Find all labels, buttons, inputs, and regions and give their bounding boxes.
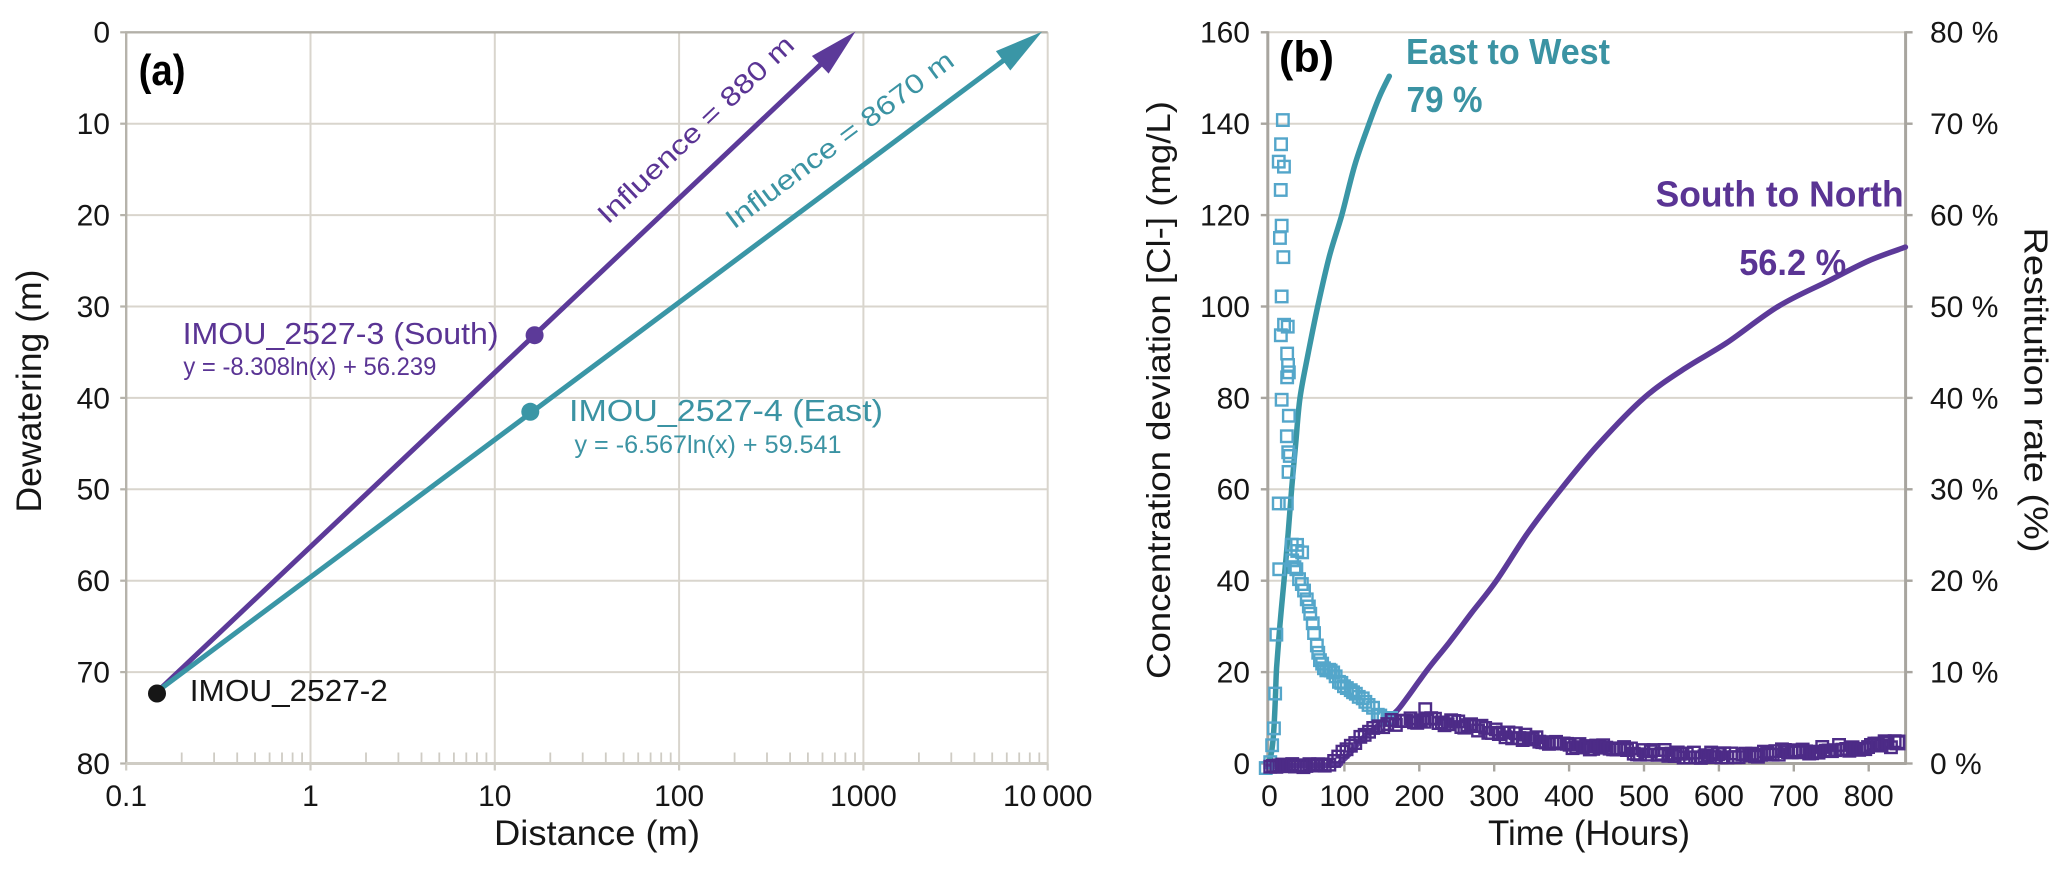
- svg-text:500: 500: [1619, 780, 1669, 813]
- svg-text:1: 1: [302, 780, 319, 813]
- svg-text:100: 100: [654, 780, 704, 813]
- svg-text:Concentration deviation [Cl-]: Concentration deviation [Cl-] (mg/L): [1140, 101, 1177, 679]
- svg-text:1000: 1000: [830, 780, 897, 813]
- svg-text:0: 0: [93, 17, 110, 50]
- svg-text:10: 10: [478, 780, 511, 813]
- svg-text:South to North: South to North: [1656, 174, 1904, 215]
- svg-text:0: 0: [1233, 748, 1250, 781]
- svg-text:y = -8.308ln(x) + 56.239: y = -8.308ln(x) + 56.239: [183, 353, 436, 381]
- svg-text:40 %: 40 %: [1930, 382, 1998, 415]
- svg-text:80 %: 80 %: [1930, 17, 1998, 50]
- svg-text:80: 80: [1217, 382, 1250, 415]
- svg-text:30: 30: [77, 291, 110, 324]
- svg-text:30 %: 30 %: [1930, 474, 1998, 507]
- svg-text:40: 40: [77, 382, 110, 415]
- svg-text:0.1: 0.1: [105, 780, 147, 813]
- svg-text:IMOU_2527-3 (South): IMOU_2527-3 (South): [183, 316, 499, 351]
- svg-text:50 %: 50 %: [1930, 291, 1998, 324]
- svg-text:70: 70: [77, 657, 110, 690]
- svg-text:200: 200: [1394, 780, 1444, 813]
- svg-text:East to West: East to West: [1406, 31, 1610, 72]
- svg-text:700: 700: [1769, 780, 1819, 813]
- svg-text:100: 100: [1200, 291, 1250, 324]
- svg-text:20: 20: [1217, 657, 1250, 690]
- svg-text:79 %: 79 %: [1407, 79, 1483, 120]
- svg-text:20: 20: [77, 200, 110, 233]
- svg-text:y = -6.567ln(x) + 59.541: y = -6.567ln(x) + 59.541: [575, 431, 842, 459]
- svg-text:Time (Hours): Time (Hours): [1488, 814, 1690, 853]
- svg-text:400: 400: [1544, 780, 1594, 813]
- svg-text:50: 50: [77, 474, 110, 507]
- svg-text:(a): (a): [139, 46, 186, 95]
- svg-text:40: 40: [1217, 565, 1250, 598]
- svg-text:120: 120: [1200, 200, 1250, 233]
- svg-text:600: 600: [1694, 780, 1744, 813]
- svg-text:60: 60: [1217, 474, 1250, 507]
- svg-text:10 000: 10 000: [1003, 780, 1092, 813]
- svg-text:60 %: 60 %: [1930, 200, 1998, 233]
- svg-text:20 %: 20 %: [1930, 565, 1998, 598]
- svg-text:10 %: 10 %: [1930, 657, 1998, 690]
- svg-text:0: 0: [1261, 780, 1278, 813]
- svg-text:IMOU_2527-4 (East): IMOU_2527-4 (East): [569, 393, 883, 428]
- svg-text:100: 100: [1319, 780, 1369, 813]
- svg-text:800: 800: [1844, 780, 1894, 813]
- svg-text:(b): (b): [1279, 33, 1334, 82]
- svg-text:IMOU_2527-2: IMOU_2527-2: [190, 673, 388, 708]
- svg-text:56.2 %: 56.2 %: [1739, 242, 1846, 283]
- svg-text:60: 60: [77, 565, 110, 598]
- svg-text:160: 160: [1200, 17, 1250, 50]
- svg-text:Dewatering (m): Dewatering (m): [10, 270, 49, 513]
- svg-text:0 %: 0 %: [1930, 748, 1982, 781]
- svg-text:70 %: 70 %: [1930, 108, 1998, 141]
- svg-text:300: 300: [1469, 780, 1519, 813]
- svg-text:140: 140: [1200, 108, 1250, 141]
- svg-text:Restitution rate (%): Restitution rate (%): [2018, 228, 2055, 553]
- svg-text:Distance (m): Distance (m): [494, 814, 700, 853]
- svg-text:10: 10: [77, 108, 110, 141]
- svg-text:80: 80: [77, 748, 110, 781]
